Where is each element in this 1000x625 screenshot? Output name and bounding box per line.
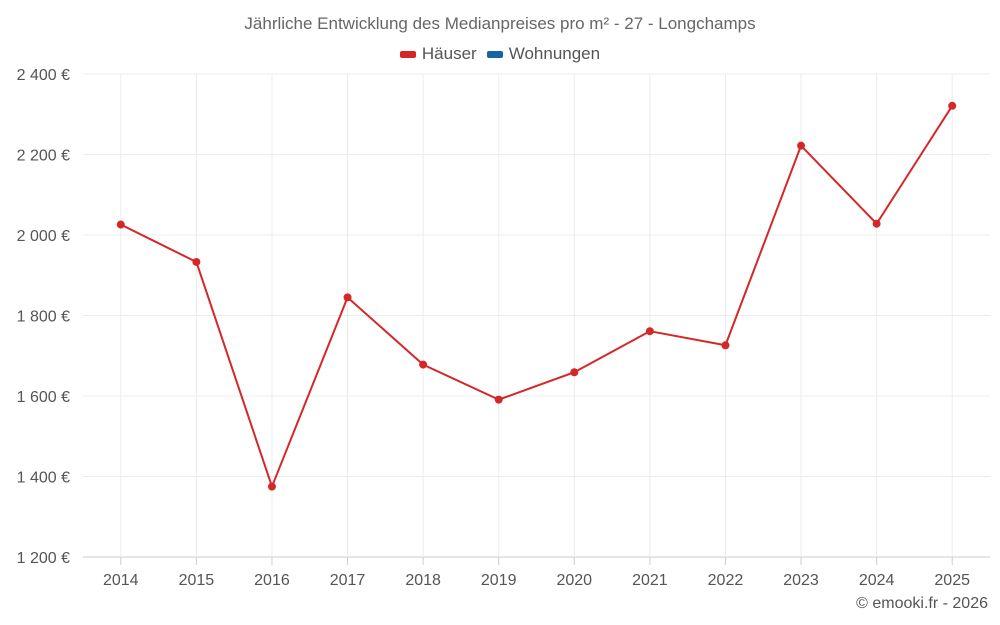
x-tick-label: 2015 xyxy=(179,572,215,589)
data-point xyxy=(797,141,806,150)
x-tick-label: 2014 xyxy=(103,572,139,589)
x-tick-label: 2022 xyxy=(708,572,744,589)
legend-swatch-wohnungen xyxy=(486,50,503,58)
chart-title: Jährliche Entwicklung des Medianpreises … xyxy=(244,14,756,33)
data-point xyxy=(419,360,428,369)
legend-item-haeuser[interactable]: Häuser xyxy=(399,44,477,64)
y-tick-label: 1 600 € xyxy=(17,389,70,406)
x-tick-label: 2017 xyxy=(330,572,366,589)
legend-item-wohnungen[interactable]: Wohnungen xyxy=(486,44,601,64)
y-tick-label: 2 000 € xyxy=(17,228,70,245)
data-point xyxy=(267,482,276,491)
chart-legend: Häuser Wohnungen xyxy=(0,44,1000,64)
x-tick-label: 2023 xyxy=(783,572,819,589)
data-point xyxy=(570,368,579,377)
data-point xyxy=(343,293,352,302)
data-point xyxy=(645,327,654,336)
data-point xyxy=(948,101,957,110)
data-point xyxy=(721,341,730,350)
y-tick-label: 1 800 € xyxy=(17,309,70,326)
x-tick-label: 2021 xyxy=(632,572,668,589)
y-tick-label: 1 400 € xyxy=(17,470,70,487)
x-tick-label: 2016 xyxy=(254,572,290,589)
x-tick-label: 2019 xyxy=(481,572,517,589)
legend-swatch-haeuser xyxy=(399,50,416,58)
data-point xyxy=(494,395,503,404)
copyright-text: © emooki.fr - 2026 xyxy=(856,595,988,612)
data-point xyxy=(192,257,201,266)
x-tick-label: 2024 xyxy=(859,572,895,589)
legend-label-haeuser: Häuser xyxy=(421,44,477,63)
y-tick-label: 1 200 € xyxy=(17,550,70,567)
series-line-0 xyxy=(120,105,954,488)
x-tick-label: 2020 xyxy=(556,572,592,589)
data-point xyxy=(872,219,881,228)
y-tick-label: 2 400 € xyxy=(17,67,70,84)
y-tick-label: 2 200 € xyxy=(17,148,70,165)
data-point xyxy=(116,220,125,229)
x-tick-label: 2018 xyxy=(405,572,441,589)
x-tick-label: 2025 xyxy=(934,572,970,589)
legend-label-wohnungen: Wohnungen xyxy=(508,44,601,63)
